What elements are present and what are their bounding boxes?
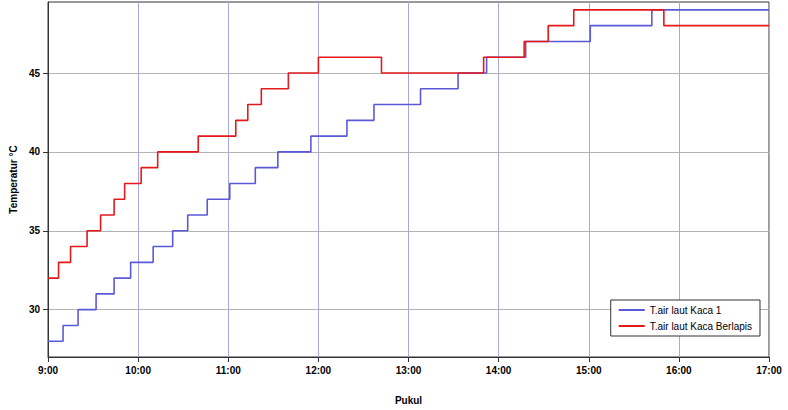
- svg-text:14:00: 14:00: [486, 365, 512, 376]
- svg-text:13:00: 13:00: [396, 365, 422, 376]
- svg-text:35: 35: [29, 225, 41, 236]
- svg-text:9:00: 9:00: [38, 365, 58, 376]
- svg-text:40: 40: [29, 146, 41, 157]
- svg-text:17:00: 17:00: [756, 365, 782, 376]
- svg-text:T.air laut Kaca 1: T.air laut Kaca 1: [650, 305, 722, 316]
- svg-text:Temperatur °C: Temperatur °C: [8, 145, 19, 213]
- svg-text:T.air laut Kaca Berlapis: T.air laut Kaca Berlapis: [650, 321, 752, 332]
- svg-text:10:00: 10:00: [125, 365, 151, 376]
- svg-text:11:00: 11:00: [216, 365, 241, 376]
- svg-text:16:00: 16:00: [666, 365, 692, 376]
- svg-text:12:00: 12:00: [306, 365, 332, 376]
- svg-text:15:00: 15:00: [576, 365, 602, 376]
- svg-text:Pukul: Pukul: [395, 395, 422, 406]
- svg-text:45: 45: [29, 68, 41, 79]
- svg-text:30: 30: [29, 304, 41, 315]
